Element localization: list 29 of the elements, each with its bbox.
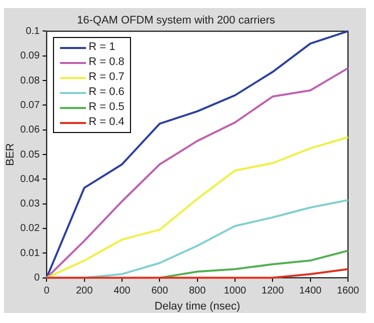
- y-tick-label: 0.06: [20, 124, 40, 136]
- x-tick-label: 400: [114, 286, 131, 297]
- y-tick-label: 0.02: [20, 223, 40, 234]
- x-axis-title: Delay time (nsec): [154, 300, 240, 312]
- y-tick-label: 0.08: [20, 75, 40, 86]
- y-axis-title: BER: [4, 143, 17, 166]
- x-tick-label: 0: [44, 286, 50, 297]
- y-tick-label: 0.04: [20, 174, 40, 185]
- y-tick-label: 0.05: [20, 149, 40, 160]
- x-tick-label: 600: [151, 286, 168, 297]
- x-tick-label: 1400: [299, 286, 322, 297]
- y-tick-label: 0.03: [20, 198, 40, 210]
- legend-label: R = 0.8: [88, 55, 124, 70]
- x-tick-label: 1600: [336, 286, 360, 297]
- x-tick-label: 800: [188, 286, 206, 297]
- y-tick-label: 0.1: [26, 26, 40, 37]
- legend-label: R = 0.5: [88, 100, 124, 116]
- y-tick-label: 0.01: [20, 248, 40, 259]
- y-tick-label: 0.07: [20, 100, 40, 111]
- legend-label: R = 0.7: [88, 70, 124, 86]
- x-tick-label: 200: [76, 286, 94, 297]
- y-tick-label: 0: [34, 272, 40, 284]
- chart-title: 16-QAM OFDM system with 200 carriers: [76, 14, 276, 27]
- x-tick-label: 1200: [262, 286, 284, 297]
- legend-label: R = 1: [88, 40, 116, 56]
- x-tick-label: 1000: [224, 286, 247, 297]
- legend-label: R = 0.4: [88, 115, 124, 130]
- legend-label: R = 0.6: [88, 85, 124, 100]
- y-tick-label: 0.09: [20, 50, 40, 62]
